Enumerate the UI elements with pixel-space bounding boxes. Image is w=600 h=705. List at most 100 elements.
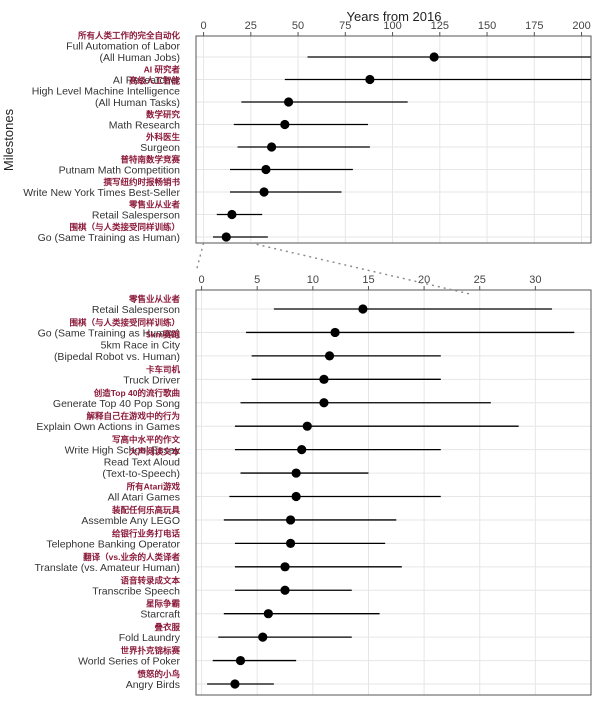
- milestone-label-zh: 所有人类工作的完全自动化: [77, 31, 181, 41]
- milestone-label-zh: 写高中水平的作文: [112, 435, 181, 445]
- milestone-label-zh: 围棋（与人类接受同样训练）: [69, 317, 180, 327]
- panel-border: [195, 289, 592, 696]
- milestone-label-en: Read Text Aloud: [104, 457, 180, 469]
- panel-border: [195, 35, 592, 244]
- milestone-label-zh: 装配任何乐高玩具: [111, 505, 181, 515]
- zoom-line-left: [195, 242, 205, 273]
- x-tick-label: 100: [383, 20, 401, 32]
- milestone-label-zh: 零售业从业者: [128, 200, 181, 210]
- milestone-label-zh: 叠衣服: [154, 622, 180, 632]
- x-tick-label: 125: [431, 20, 449, 32]
- milestone-label-zh: 5km赛跑: [146, 329, 181, 339]
- median-point: [291, 491, 301, 502]
- y-axis-label: Milestones: [1, 108, 16, 171]
- median-point: [284, 97, 294, 107]
- milestone-label-en: Write High School Essay: [65, 445, 181, 457]
- x-tick-label: 5: [254, 274, 260, 286]
- median-point: [263, 609, 273, 619]
- milestone-label-zh: 大声阅读文本: [129, 447, 181, 457]
- milestone-label-en: Surgeon: [140, 142, 180, 154]
- median-point: [235, 655, 246, 666]
- milestone-label-en: Assemble Any LEGO: [81, 515, 180, 527]
- median-point: [258, 632, 268, 642]
- x-tick-label: 75: [339, 20, 351, 32]
- milestone-label-zh: 愤怒的小鸟: [137, 669, 180, 679]
- median-point: [324, 351, 335, 361]
- milestone-label-zh: 解释自己在游戏中的行为: [86, 411, 180, 421]
- median-point: [429, 52, 439, 62]
- milestone-label-en: Transcribe Speech: [92, 585, 180, 597]
- milestone-label-zh: 创造Top 40的流行歌曲: [93, 388, 180, 398]
- milestone-label-en: (Bipedal Robot vs. Human): [54, 351, 180, 363]
- milestone-label-zh: 高级人工智能: [129, 76, 181, 86]
- milestone-label-en: Truck Driver: [123, 374, 180, 386]
- milestone-label-en: (Text-to-Speech): [102, 468, 180, 480]
- median-point: [302, 421, 312, 431]
- median-point: [259, 187, 269, 197]
- milestone-label-zh: 所有Atari游戏: [126, 482, 181, 492]
- milestone-label-en: World Series of Poker: [78, 656, 180, 668]
- median-point: [280, 585, 290, 595]
- chart-title: Years from 2016: [347, 9, 442, 24]
- milestone-label-en: AI Researcher: [113, 75, 181, 87]
- milestone-label-zh: 普特南数学竞赛: [120, 155, 180, 165]
- milestone-label-zh: 星际争霸: [146, 599, 181, 609]
- median-point: [266, 142, 277, 152]
- plot-area: [196, 290, 591, 695]
- median-point: [280, 562, 290, 572]
- milestone-label-en: (All Human Tasks): [95, 97, 180, 109]
- median-point: [358, 304, 368, 314]
- x-tick-label: 0: [200, 20, 206, 32]
- milestone-label-en: Retail Salesperson: [92, 210, 180, 222]
- median-point: [227, 209, 237, 220]
- milestone-label-en: Full Automation of Labor: [66, 41, 180, 53]
- milestone-label-zh: 撰写纽约时报畅销书: [103, 177, 180, 187]
- x-tick-label: 25: [245, 20, 257, 32]
- x-tick-label: 10: [307, 274, 319, 286]
- median-point: [285, 515, 296, 525]
- milestone-label-en: Translate (vs. Amateur Human): [35, 562, 181, 574]
- milestone-label-zh: AI 研究者: [144, 65, 181, 75]
- median-point: [285, 538, 296, 548]
- milestone-label-zh: 翻译（vs.业余的人类译者: [83, 552, 180, 562]
- x-tick-label: 150: [478, 20, 496, 32]
- milestone-label-zh: 数学研究: [146, 110, 181, 120]
- milestone-label-en: High Level Machine Intelligence: [32, 86, 180, 98]
- milestone-label-zh: 围棋（与人类接受同样训练）: [69, 222, 180, 232]
- milestone-label-en: Putnam Math Competition: [59, 165, 181, 177]
- x-tick-label: 200: [572, 20, 590, 32]
- milestone-label-en: Angry Birds: [126, 679, 180, 691]
- plot-area: [196, 36, 591, 243]
- milestone-label-en: (All Human Jobs): [99, 52, 180, 64]
- milestone-label-en: Generate Top 40 Pop Song: [53, 398, 180, 410]
- median-point: [319, 398, 329, 408]
- milestone-label-zh: 外科医生: [145, 132, 181, 142]
- milestone-label-en: Write New York Times Best-Seller: [23, 187, 180, 199]
- milestone-label-zh: 世界扑克锦标赛: [120, 646, 180, 656]
- x-tick-label: 30: [529, 274, 541, 286]
- median-point: [280, 119, 290, 130]
- x-tick-label: 25: [474, 274, 486, 286]
- x-tick-label: 20: [418, 274, 430, 286]
- milestone-label-en: Go (Same Training as Human): [38, 232, 180, 244]
- milestone-label-en: All Atari Games: [108, 492, 180, 504]
- median-point: [261, 164, 271, 175]
- x-tick-label: 15: [362, 274, 374, 286]
- milestone-label-en: Explain Own Actions in Games: [36, 421, 180, 433]
- milestone-label-en: 5km Race in City: [101, 339, 181, 351]
- milestone-label-en: Telephone Banking Operator: [46, 538, 180, 550]
- median-point: [291, 468, 301, 478]
- milestone-label-en: Starcraft: [140, 609, 180, 621]
- x-tick-label: 175: [525, 20, 543, 32]
- milestone-label-zh: 给银行业务打电话: [112, 528, 181, 538]
- median-point: [221, 232, 231, 242]
- milestone-label-zh: 卡车司机: [146, 364, 181, 374]
- median-point: [330, 327, 340, 338]
- x-tick-label: 0: [199, 274, 205, 286]
- zoom-connector: [195, 242, 471, 295]
- milestone-label-zh: 语音转录成文本: [120, 575, 180, 585]
- median-point: [230, 679, 240, 689]
- milestone-label-en: Retail Salesperson: [92, 304, 180, 316]
